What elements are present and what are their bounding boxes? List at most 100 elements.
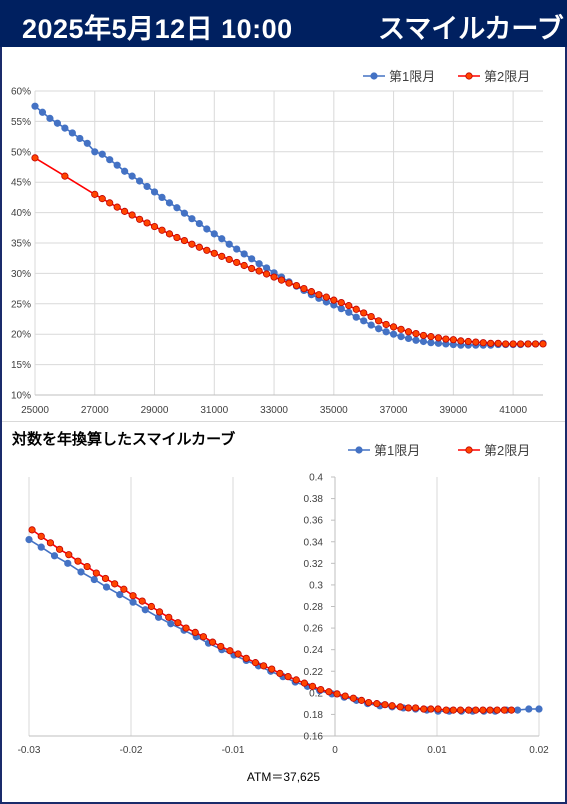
series-1-point — [535, 705, 543, 713]
series-2-point — [270, 273, 278, 281]
series-2-point — [55, 545, 64, 553]
series-2-point — [268, 665, 276, 673]
series-2-point — [330, 296, 338, 304]
series-1-point — [180, 209, 189, 217]
series-2-point — [493, 706, 501, 714]
series-2-point — [143, 219, 151, 227]
series-1-point — [83, 139, 91, 147]
series-2-point — [412, 329, 420, 338]
series-2-point — [259, 662, 268, 670]
series-2-point — [113, 203, 121, 211]
series-1-point — [375, 325, 383, 333]
y-tick-label: 30% — [11, 269, 31, 280]
smile-curve-chart: 10% 15% 20% 25% 30% 35% 40% 45% 50% 55% 60% 25000 27… — [11, 69, 547, 416]
series-1-point — [68, 129, 76, 137]
series-2-point — [210, 249, 218, 257]
series-2-point — [349, 694, 357, 702]
series-2-point — [411, 704, 420, 712]
series-2-point — [101, 574, 110, 583]
series-2-point — [251, 659, 260, 667]
series-2-point — [276, 669, 284, 678]
series-2-point — [333, 690, 341, 698]
series-2-point — [381, 701, 389, 709]
series-1-point — [367, 321, 375, 329]
series-2-point — [396, 703, 404, 711]
series-1-point — [25, 535, 33, 544]
series-2-point — [277, 276, 286, 284]
series-2-point — [28, 526, 36, 534]
series-2-point — [92, 569, 100, 577]
x-tick-label: 0.02 — [529, 745, 549, 756]
series-2-point — [337, 298, 345, 307]
x-tick-label: 39000 — [439, 405, 467, 416]
series-2-point — [472, 706, 480, 714]
series-1-point — [53, 119, 62, 127]
series-2-point — [240, 261, 248, 270]
series-1-point — [128, 172, 136, 180]
series-1-point — [158, 193, 166, 201]
series-1-point — [77, 568, 85, 576]
series-2-point — [173, 233, 181, 242]
series-1-point — [255, 260, 263, 268]
series-1-point — [233, 245, 241, 253]
series-2-point — [61, 172, 69, 180]
atm-label: ATM＝37,625 — [246, 770, 321, 784]
series-2-point — [317, 685, 325, 694]
series-1-point — [98, 150, 106, 158]
y-tick-label: 0.34 — [304, 537, 324, 548]
series-2-point — [442, 706, 450, 714]
series-1-point — [150, 188, 159, 196]
chart-divider — [2, 421, 565, 422]
series-2-point — [365, 698, 373, 707]
series-2-point — [449, 336, 457, 344]
x-tick-label: -0.03 — [18, 745, 41, 756]
y-tick-label: 20% — [11, 330, 31, 341]
series-2-point — [31, 154, 39, 162]
series-1-point — [218, 235, 226, 243]
x-tick-label: 25000 — [21, 405, 49, 416]
series-2-point — [138, 597, 146, 605]
series-2-point — [457, 337, 465, 345]
legend-swatch-marker — [465, 72, 473, 80]
series-2-point — [300, 679, 308, 687]
series-2-point — [486, 706, 494, 714]
series-2-point — [516, 340, 525, 348]
series-2-point — [203, 246, 211, 254]
series-2-point — [427, 333, 435, 341]
series-1-point — [165, 199, 174, 207]
series-2-point — [308, 682, 317, 690]
series-2-point — [46, 539, 55, 547]
series-2-point — [98, 195, 106, 203]
y-tick-label: 50% — [11, 147, 31, 158]
series-2-point — [404, 704, 413, 712]
series-2-point — [325, 688, 333, 696]
series-1-point — [91, 148, 99, 156]
series-2-point — [345, 302, 353, 310]
y-tick-label: 0.3 — [309, 580, 323, 591]
series-2-point — [300, 284, 308, 293]
series-2-point — [180, 236, 189, 245]
series-2-point — [315, 291, 323, 299]
page-header: 2025年5月12日 10:00 スマイルカーブ — [0, 0, 567, 47]
series-2-point — [83, 562, 91, 571]
series-2-point — [135, 215, 144, 223]
series-1-point — [113, 161, 121, 169]
y-tick-label: 45% — [11, 178, 31, 189]
series-1-point — [102, 583, 111, 591]
series-2-point — [147, 602, 155, 611]
y-tick-label: 0.22 — [304, 667, 324, 678]
series-2-point — [158, 226, 166, 234]
series-1-point — [210, 230, 218, 238]
series-1-point — [64, 559, 72, 567]
x-tick-label: 31000 — [200, 405, 228, 416]
legend-label: 第1限月 — [389, 69, 435, 84]
series-2-point — [191, 628, 199, 637]
x-tick-label: -0.02 — [120, 745, 143, 756]
series-2-point — [284, 673, 292, 681]
series-2-point — [129, 592, 137, 600]
y-tick-label: 0.38 — [304, 494, 324, 505]
series-1-point — [389, 330, 398, 338]
y-tick-label: 25% — [11, 299, 31, 310]
series-1-point — [116, 591, 124, 599]
